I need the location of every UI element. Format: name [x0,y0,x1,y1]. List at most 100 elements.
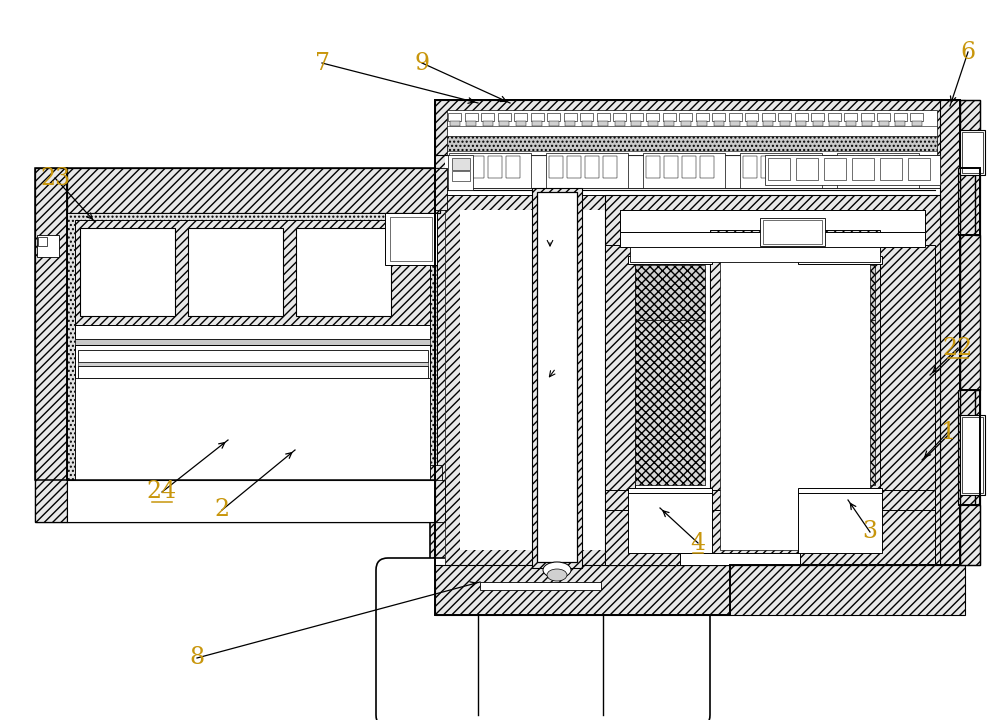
Bar [635,265,705,320]
Bar [712,113,725,121]
Bar [761,156,775,178]
Bar [548,121,558,126]
Bar [628,256,712,264]
Bar [80,228,175,316]
Bar [648,121,658,126]
Bar [514,113,527,121]
Bar [448,113,461,121]
Bar [630,113,642,121]
Bar [452,158,470,170]
Bar [620,232,925,247]
Bar [778,113,791,121]
Bar [852,158,874,180]
Bar [605,245,635,565]
Bar [537,192,577,562]
Bar [844,113,857,121]
Bar [805,265,875,320]
Bar [679,113,692,121]
Bar [390,217,432,261]
Bar [912,121,922,126]
Bar [700,156,714,178]
Bar [805,320,875,485]
Bar [962,132,983,173]
Bar [35,480,440,522]
Bar [780,121,790,126]
Bar [837,153,919,188]
Bar [879,121,889,126]
Bar [532,188,582,568]
Bar [516,121,526,126]
Bar [730,121,740,126]
Text: 8: 8 [189,647,205,670]
Bar [530,113,544,121]
Bar [631,121,641,126]
Bar [549,156,563,178]
FancyBboxPatch shape [376,558,710,720]
Bar [465,113,478,121]
Bar [506,156,520,178]
Bar [796,121,806,126]
Bar [762,113,774,121]
Bar [798,488,882,496]
Bar [448,155,473,190]
Bar [35,168,440,213]
Bar [768,158,790,180]
Bar [38,237,47,246]
Bar [829,121,839,126]
Bar [880,245,935,565]
Bar [480,582,601,590]
Bar [798,493,882,553]
Bar [800,260,880,490]
Bar [745,113,758,121]
Bar [78,366,428,378]
Bar [435,100,965,155]
Bar [546,153,628,188]
Bar [796,158,818,180]
Bar [598,121,608,126]
Bar [740,153,822,188]
Bar [488,156,502,178]
Bar [547,113,560,121]
Bar [78,362,428,366]
Bar [188,228,283,316]
Bar [714,121,724,126]
Bar [430,480,445,522]
Bar [435,565,965,615]
Bar [603,156,617,178]
Bar [75,325,430,339]
Bar [812,121,822,126]
Bar [664,156,678,178]
Bar [582,121,592,126]
Bar [643,153,725,188]
Bar [75,220,430,325]
Bar [481,113,494,121]
Bar [585,156,599,178]
Bar [960,130,985,175]
Bar [78,350,428,362]
Bar [596,113,610,121]
Bar [894,113,906,121]
Bar [620,210,925,232]
Bar [960,415,985,495]
Bar [746,121,757,126]
Bar [498,113,511,121]
Bar [447,110,937,155]
Bar [567,156,581,178]
Bar [828,113,840,121]
Polygon shape [430,100,975,615]
Bar [296,228,391,316]
Bar [962,417,983,493]
Bar [877,113,890,121]
Bar [958,168,980,235]
Bar [385,213,437,265]
Text: 3: 3 [862,521,878,544]
Text: 9: 9 [414,52,430,74]
Bar [682,156,696,178]
Bar [811,113,824,121]
Bar [760,218,825,246]
Bar [720,240,870,550]
Bar [662,113,676,121]
Bar [460,210,685,550]
Bar [635,320,705,485]
Bar [743,156,757,178]
